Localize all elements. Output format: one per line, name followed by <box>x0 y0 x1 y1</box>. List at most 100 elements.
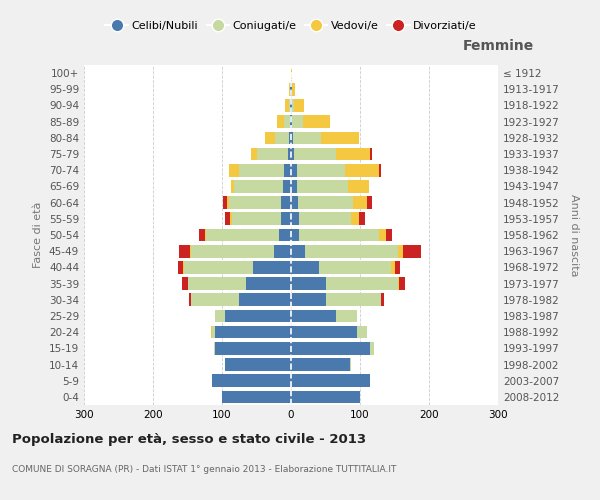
Bar <box>212 326 215 338</box>
Bar <box>191 294 239 306</box>
Bar <box>290 116 291 128</box>
Bar <box>291 148 295 160</box>
Y-axis label: Anni di nascita: Anni di nascita <box>569 194 579 276</box>
Bar <box>235 180 283 192</box>
Bar <box>189 294 191 306</box>
Bar <box>348 180 369 192</box>
Bar <box>305 245 398 258</box>
Bar <box>292 83 295 96</box>
Bar <box>291 196 298 209</box>
Bar <box>320 132 359 144</box>
Bar <box>289 132 291 144</box>
Bar <box>274 245 291 258</box>
Bar <box>214 342 215 354</box>
Bar <box>295 148 336 160</box>
Bar <box>222 390 291 403</box>
Bar <box>231 180 235 192</box>
Bar <box>281 212 291 225</box>
Bar <box>227 196 229 209</box>
Bar <box>199 228 205 241</box>
Bar <box>391 261 395 274</box>
Bar <box>226 310 291 322</box>
Bar <box>293 132 320 144</box>
Bar <box>356 326 367 338</box>
Bar <box>239 164 284 176</box>
Bar <box>211 326 212 338</box>
Bar <box>325 278 398 290</box>
Bar <box>400 278 405 290</box>
Bar <box>296 164 345 176</box>
Bar <box>184 261 253 274</box>
Bar <box>230 212 232 225</box>
Bar <box>292 116 303 128</box>
Bar <box>291 212 299 225</box>
Bar <box>287 148 291 160</box>
Bar <box>367 196 373 209</box>
Bar <box>398 245 403 258</box>
Bar <box>229 196 281 209</box>
Bar <box>299 228 379 241</box>
Bar <box>239 294 291 306</box>
Bar <box>351 212 359 225</box>
Bar <box>291 99 292 112</box>
Bar <box>291 164 296 176</box>
Bar <box>187 278 246 290</box>
Bar <box>291 116 292 128</box>
Bar <box>289 83 290 96</box>
Bar <box>381 294 384 306</box>
Bar <box>190 245 191 258</box>
Bar <box>291 83 292 96</box>
Bar <box>253 261 291 274</box>
Bar <box>205 228 206 241</box>
Bar <box>290 83 291 96</box>
Bar <box>303 116 331 128</box>
Bar <box>350 358 351 371</box>
Bar <box>291 278 325 290</box>
Bar <box>386 228 392 241</box>
Bar <box>379 228 386 241</box>
Bar <box>251 148 257 160</box>
Bar <box>291 132 293 144</box>
Bar <box>215 326 291 338</box>
Bar <box>296 180 348 192</box>
Bar <box>370 148 373 160</box>
Bar <box>291 342 370 354</box>
Bar <box>291 294 325 306</box>
Bar <box>232 212 281 225</box>
Bar <box>291 67 292 80</box>
Bar <box>291 261 319 274</box>
Bar <box>398 278 400 290</box>
Bar <box>278 228 291 241</box>
Bar <box>284 164 291 176</box>
Bar <box>182 278 187 290</box>
Bar <box>257 148 287 160</box>
Bar <box>319 261 391 274</box>
Y-axis label: Fasce di età: Fasce di età <box>34 202 43 268</box>
Bar <box>179 245 190 258</box>
Bar <box>291 228 299 241</box>
Bar <box>212 374 291 387</box>
Bar <box>291 310 336 322</box>
Bar <box>370 342 374 354</box>
Text: Popolazione per età, sesso e stato civile - 2013: Popolazione per età, sesso e stato civil… <box>12 432 366 446</box>
Bar <box>206 228 278 241</box>
Bar <box>336 148 370 160</box>
Bar <box>353 196 367 209</box>
Bar <box>379 164 382 176</box>
Bar <box>265 132 275 144</box>
Bar <box>395 261 400 274</box>
Bar <box>345 164 379 176</box>
Bar <box>229 164 239 176</box>
Bar <box>291 180 296 192</box>
Bar <box>359 212 365 225</box>
Bar <box>225 212 230 225</box>
Bar <box>281 196 291 209</box>
Legend: Celibi/Nubili, Coniugati/e, Vedovi/e, Divorziati/e: Celibi/Nubili, Coniugati/e, Vedovi/e, Di… <box>101 16 481 35</box>
Bar <box>246 278 291 290</box>
Bar <box>291 326 356 338</box>
Bar <box>286 99 289 112</box>
Bar <box>178 261 184 274</box>
Text: Femmine: Femmine <box>463 39 533 53</box>
Bar <box>223 196 227 209</box>
Bar <box>226 358 291 371</box>
